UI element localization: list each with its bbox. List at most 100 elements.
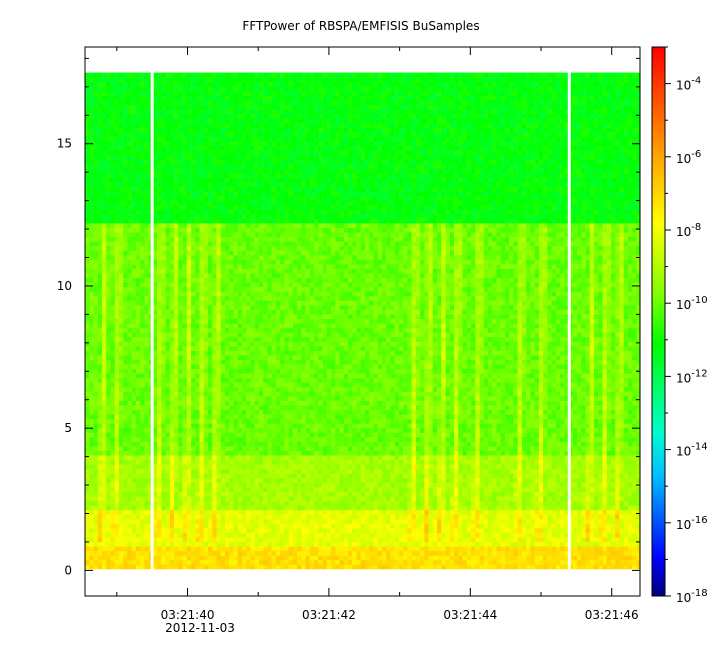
heatmap-cell: [250, 336, 255, 342]
heatmap-cell: [199, 341, 204, 347]
heatmap-cell: [85, 268, 90, 274]
heatmap-cell: [225, 82, 230, 87]
heatmap-cell: [182, 204, 188, 210]
heatmap-cell: [267, 300, 272, 306]
heatmap-cell: [144, 314, 149, 319]
heatmap-cell: [271, 423, 277, 429]
heatmap-cell: [182, 122, 188, 128]
heatmap-cell: [233, 186, 238, 192]
heatmap-cell: [93, 109, 98, 115]
heatmap-cell: [246, 72, 251, 74]
heatmap-cell: [237, 132, 243, 137]
heatmap-cell: [250, 318, 255, 324]
heatmap-cell: [169, 414, 175, 420]
heatmap-cell: [89, 441, 94, 447]
heatmap-cell: [216, 482, 221, 488]
heatmap-cell: [191, 423, 196, 429]
heatmap-cell: [97, 150, 103, 156]
heatmap-cell: [131, 464, 137, 470]
heatmap-cell: [174, 305, 179, 310]
heatmap-cell: [275, 396, 281, 401]
heatmap-cell: [118, 268, 124, 274]
heatmap-cell: [157, 300, 162, 306]
heatmap-cell: [186, 505, 192, 511]
heatmap-cell: [271, 364, 277, 370]
heatmap-cell: [263, 546, 268, 552]
heatmap-cell: [157, 132, 162, 137]
heatmap-cell: [233, 518, 238, 524]
heatmap-cell: [263, 327, 268, 333]
heatmap-cell: [85, 400, 90, 406]
heatmap-cell: [102, 450, 107, 456]
heatmap-cell: [102, 259, 107, 265]
heatmap-cell: [93, 177, 98, 183]
heatmap-cell: [267, 523, 272, 529]
heatmap-cell: [118, 355, 124, 360]
heatmap-cell: [127, 227, 132, 233]
heatmap-cell: [216, 273, 221, 278]
heatmap-cell: [208, 518, 213, 524]
heatmap-cell: [127, 546, 132, 552]
heatmap-cell: [123, 200, 128, 206]
heatmap-cell: [199, 154, 204, 160]
heatmap-cell: [157, 245, 162, 251]
heatmap-cell: [182, 86, 188, 92]
heatmap-cell: [97, 77, 103, 83]
heatmap-cell: [106, 491, 111, 497]
heatmap-cell: [85, 286, 90, 292]
heatmap-cell: [212, 386, 217, 392]
heatmap-cell: [106, 423, 111, 429]
heatmap-cell: [123, 314, 128, 319]
heatmap-cell: [191, 232, 196, 238]
heatmap-cell: [212, 122, 217, 128]
heatmap-cell: [233, 113, 238, 119]
heatmap-cell: [169, 359, 175, 365]
heatmap-cell: [254, 250, 260, 256]
heatmap-cell: [123, 218, 128, 224]
heatmap-cell: [85, 459, 90, 465]
heatmap-cell: [191, 355, 196, 360]
heatmap-cell: [182, 95, 188, 101]
heatmap-cell: [233, 423, 238, 429]
heatmap-cell: [131, 332, 137, 338]
heatmap-cell: [216, 72, 221, 78]
heatmap-cell: [186, 441, 192, 447]
heatmap-cell: [127, 532, 132, 538]
heatmap-cell: [135, 245, 141, 251]
heatmap-cell: [157, 150, 162, 156]
heatmap-cell: [140, 559, 145, 565]
heatmap-cell: [169, 295, 175, 301]
heatmap-cell: [157, 396, 162, 401]
heatmap-cell: [178, 245, 183, 251]
heatmap-cell: [89, 373, 94, 379]
heatmap-cell: [199, 400, 204, 406]
heatmap-cell: [165, 478, 171, 483]
heatmap-cell: [127, 150, 132, 156]
heatmap-cell: [246, 459, 251, 465]
heatmap-cell: [97, 118, 103, 124]
heatmap-cell: [157, 355, 162, 360]
heatmap-cell: [135, 478, 141, 483]
heatmap-cell: [212, 409, 217, 415]
heatmap-cell: [144, 446, 149, 451]
heatmap-cell: [191, 464, 196, 470]
heatmap-cell: [114, 396, 120, 401]
heatmap-cell: [246, 95, 251, 101]
heatmap-cell: [208, 236, 213, 242]
heatmap-cell: [93, 122, 98, 128]
heatmap-cell: [123, 505, 128, 511]
heatmap-cell: [123, 109, 128, 115]
heatmap-cell: [182, 386, 188, 392]
heatmap-cell: [237, 195, 243, 201]
heatmap-cell: [242, 541, 247, 547]
heatmap-cell: [165, 368, 171, 374]
heatmap-cell: [114, 555, 120, 561]
heatmap-cell: [195, 355, 200, 360]
heatmap-cell: [220, 532, 226, 538]
heatmap-cell: [161, 277, 166, 283]
heatmap-cell: [135, 386, 141, 392]
heatmap-cell: [263, 468, 268, 474]
heatmap-cell: [140, 355, 145, 360]
heatmap-cell: [85, 122, 90, 128]
heatmap-cell: [220, 473, 226, 479]
